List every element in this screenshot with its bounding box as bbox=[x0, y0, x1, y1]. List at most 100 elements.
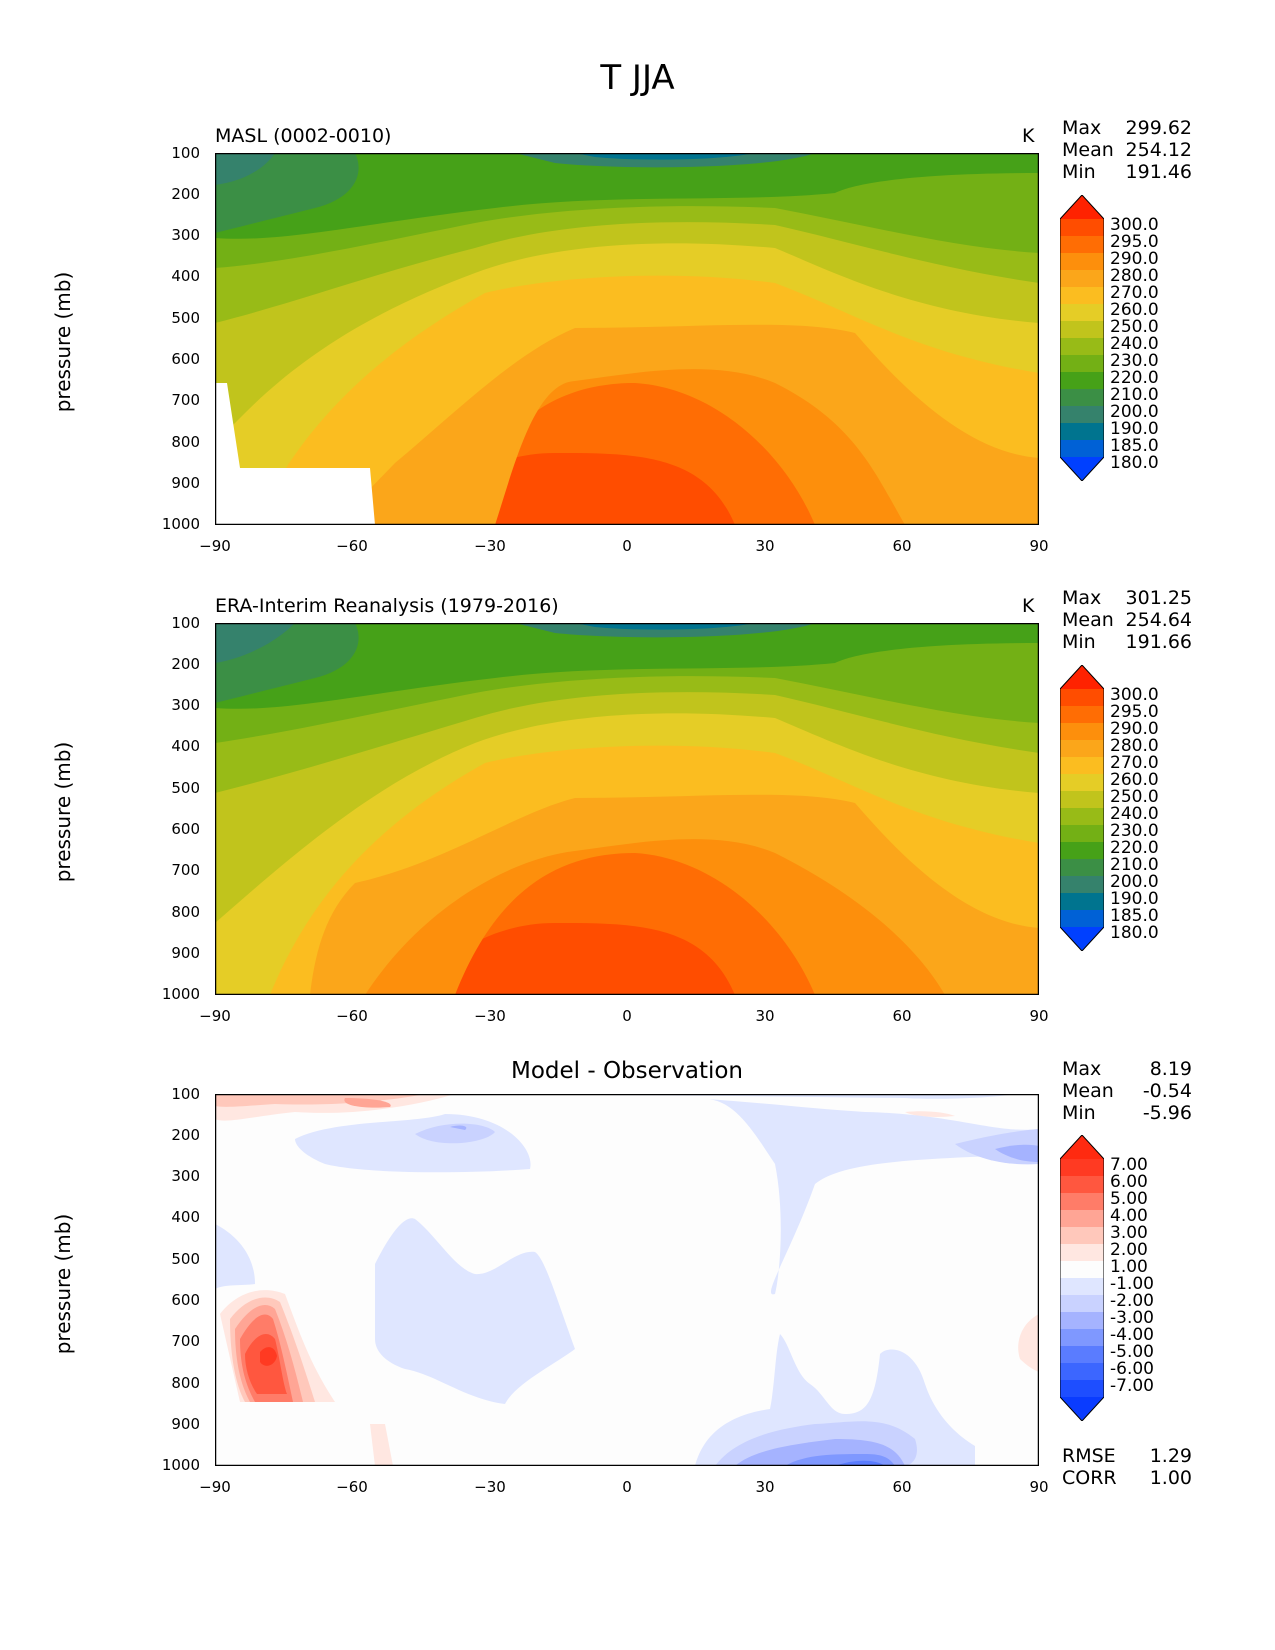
stat-label: Min bbox=[1062, 631, 1096, 653]
colorbar-segment bbox=[1060, 389, 1104, 407]
colorbar-tick-label: 180.0 bbox=[1110, 923, 1159, 943]
colorbar-segment bbox=[1060, 791, 1104, 809]
colorbar-tick-label: 300.0 bbox=[1110, 215, 1159, 235]
colorbar-svg bbox=[1059, 194, 1105, 482]
colorbar-tick-label: 295.0 bbox=[1110, 232, 1159, 252]
colorbar-tick-label: 270.0 bbox=[1110, 283, 1159, 303]
colorbar-tick-label: 260.0 bbox=[1110, 300, 1159, 320]
colorbar-tick-label: 6.00 bbox=[1110, 1172, 1148, 1192]
colorbar-segment bbox=[1060, 723, 1104, 741]
stat-value: 191.46 bbox=[1125, 161, 1192, 183]
colorbar-tick-label: 240.0 bbox=[1110, 804, 1159, 824]
x-tick: −90 bbox=[199, 1007, 231, 1025]
colorbar-segment bbox=[1060, 859, 1104, 877]
stat-label: Min bbox=[1062, 1102, 1096, 1124]
colorbar-extend-max bbox=[1060, 665, 1104, 689]
contour-svg bbox=[215, 1094, 1039, 1466]
rmse-corr-box: RMSE 1.29 CORR 1.00 bbox=[1062, 1445, 1192, 1489]
y-tick: 800 bbox=[171, 433, 200, 451]
stat-min: Min 191.46 bbox=[1062, 161, 1192, 183]
stat-label: Min bbox=[1062, 161, 1096, 183]
y-tick: 400 bbox=[171, 1208, 200, 1226]
colorbar-segment bbox=[1060, 321, 1104, 339]
colorbar-extend-min bbox=[1060, 927, 1104, 951]
colorbar-tick-label: 185.0 bbox=[1110, 436, 1159, 456]
stat-value: 254.12 bbox=[1125, 139, 1192, 161]
colorbar-segment bbox=[1060, 774, 1104, 792]
x-tick: 0 bbox=[622, 1478, 632, 1496]
units-label: K bbox=[1022, 595, 1035, 617]
x-tick: −30 bbox=[474, 1007, 506, 1025]
colorbar-extend-max bbox=[1060, 1135, 1104, 1159]
colorbar-segment bbox=[1060, 1159, 1104, 1177]
y-axis-label: pressure (mb) bbox=[51, 1213, 75, 1355]
stat-rmse: RMSE 1.29 bbox=[1062, 1445, 1192, 1467]
colorbar-segment bbox=[1060, 338, 1104, 356]
units-label: K bbox=[1022, 125, 1035, 147]
colorbar-segment bbox=[1060, 423, 1104, 441]
figure-title: T JJA bbox=[600, 58, 675, 98]
colorbar-tick-label: 260.0 bbox=[1110, 770, 1159, 790]
contour-plot-model bbox=[215, 153, 1039, 525]
x-tick: −90 bbox=[199, 537, 231, 555]
stat-max: Max 8.19 bbox=[1062, 1058, 1192, 1080]
colorbar-segment bbox=[1060, 825, 1104, 843]
colorbar-segment bbox=[1060, 689, 1104, 707]
colorbar-tick-label: 200.0 bbox=[1110, 872, 1159, 892]
stat-max: Max 301.25 bbox=[1062, 587, 1192, 609]
colorbar-tick-label: 185.0 bbox=[1110, 906, 1159, 926]
y-tick: 200 bbox=[171, 655, 200, 673]
stat-label: RMSE bbox=[1062, 1445, 1116, 1467]
colorbar-temp bbox=[1059, 194, 1105, 485]
x-tick: −60 bbox=[336, 537, 368, 555]
colorbar-segment bbox=[1060, 706, 1104, 724]
panel-title: Model - Observation bbox=[510, 1058, 744, 1084]
y-tick: 700 bbox=[171, 391, 200, 409]
colorbar-segment bbox=[1060, 876, 1104, 894]
colorbar-tick-label: -3.00 bbox=[1110, 1308, 1154, 1328]
x-tick: −90 bbox=[199, 1478, 231, 1496]
colorbar-segment bbox=[1060, 808, 1104, 826]
colorbar-tick-label: 1.00 bbox=[1110, 1257, 1148, 1277]
colorbar-segment bbox=[1060, 842, 1104, 860]
y-tick: 400 bbox=[171, 737, 200, 755]
stat-mean: Mean -0.54 bbox=[1062, 1080, 1192, 1102]
stat-value: 301.25 bbox=[1125, 587, 1192, 609]
colorbar-segment bbox=[1060, 1210, 1104, 1228]
colorbar-tick-label: 190.0 bbox=[1110, 889, 1159, 909]
colorbar-tick-label: 280.0 bbox=[1110, 266, 1159, 286]
stat-value: 1.00 bbox=[1149, 1467, 1192, 1489]
colorbar-segment bbox=[1060, 1261, 1104, 1279]
colorbar-segment bbox=[1060, 219, 1104, 237]
stat-min: Min 191.66 bbox=[1062, 631, 1192, 653]
stats-box: Max 301.25 Mean 254.64 Min 191.66 bbox=[1062, 587, 1192, 653]
stats-box: Max 299.62 Mean 254.12 Min 191.46 bbox=[1062, 117, 1192, 183]
stats-box: Max 8.19 Mean -0.54 Min -5.96 bbox=[1062, 1058, 1192, 1124]
colorbar-tick-label: 180.0 bbox=[1110, 453, 1159, 473]
stat-value: 254.64 bbox=[1125, 609, 1192, 631]
colorbar-tick-label: -5.00 bbox=[1110, 1342, 1154, 1362]
colorbar-segment bbox=[1060, 1363, 1104, 1381]
stat-value: 8.19 bbox=[1149, 1058, 1192, 1080]
y-tick: 800 bbox=[171, 1374, 200, 1392]
colorbar-segment bbox=[1060, 1312, 1104, 1330]
colorbar-segment bbox=[1060, 757, 1104, 775]
x-tick: 30 bbox=[755, 1478, 775, 1496]
y-tick: 600 bbox=[171, 350, 200, 368]
y-tick: 300 bbox=[171, 226, 200, 244]
y-tick: 900 bbox=[171, 474, 200, 492]
colorbar-segment bbox=[1060, 304, 1104, 322]
stat-label: Mean bbox=[1062, 1080, 1114, 1102]
colorbar-tick-label: 230.0 bbox=[1110, 351, 1159, 371]
stat-label: Mean bbox=[1062, 609, 1114, 631]
colorbar-segment bbox=[1060, 1227, 1104, 1245]
stat-label: Max bbox=[1062, 1058, 1102, 1080]
colorbar-tick-label: 4.00 bbox=[1110, 1206, 1148, 1226]
x-tick: −60 bbox=[336, 1007, 368, 1025]
colorbar-labels: 300.0 295.0 290.0 280.0 270.0 260.0 250.0 240.0… bbox=[1110, 687, 1159, 942]
colorbar-segment bbox=[1060, 893, 1104, 911]
y-tick: 500 bbox=[171, 309, 200, 327]
y-tick: 300 bbox=[171, 696, 200, 714]
colorbar-segment bbox=[1060, 287, 1104, 305]
y-tick: 1000 bbox=[161, 1456, 200, 1474]
